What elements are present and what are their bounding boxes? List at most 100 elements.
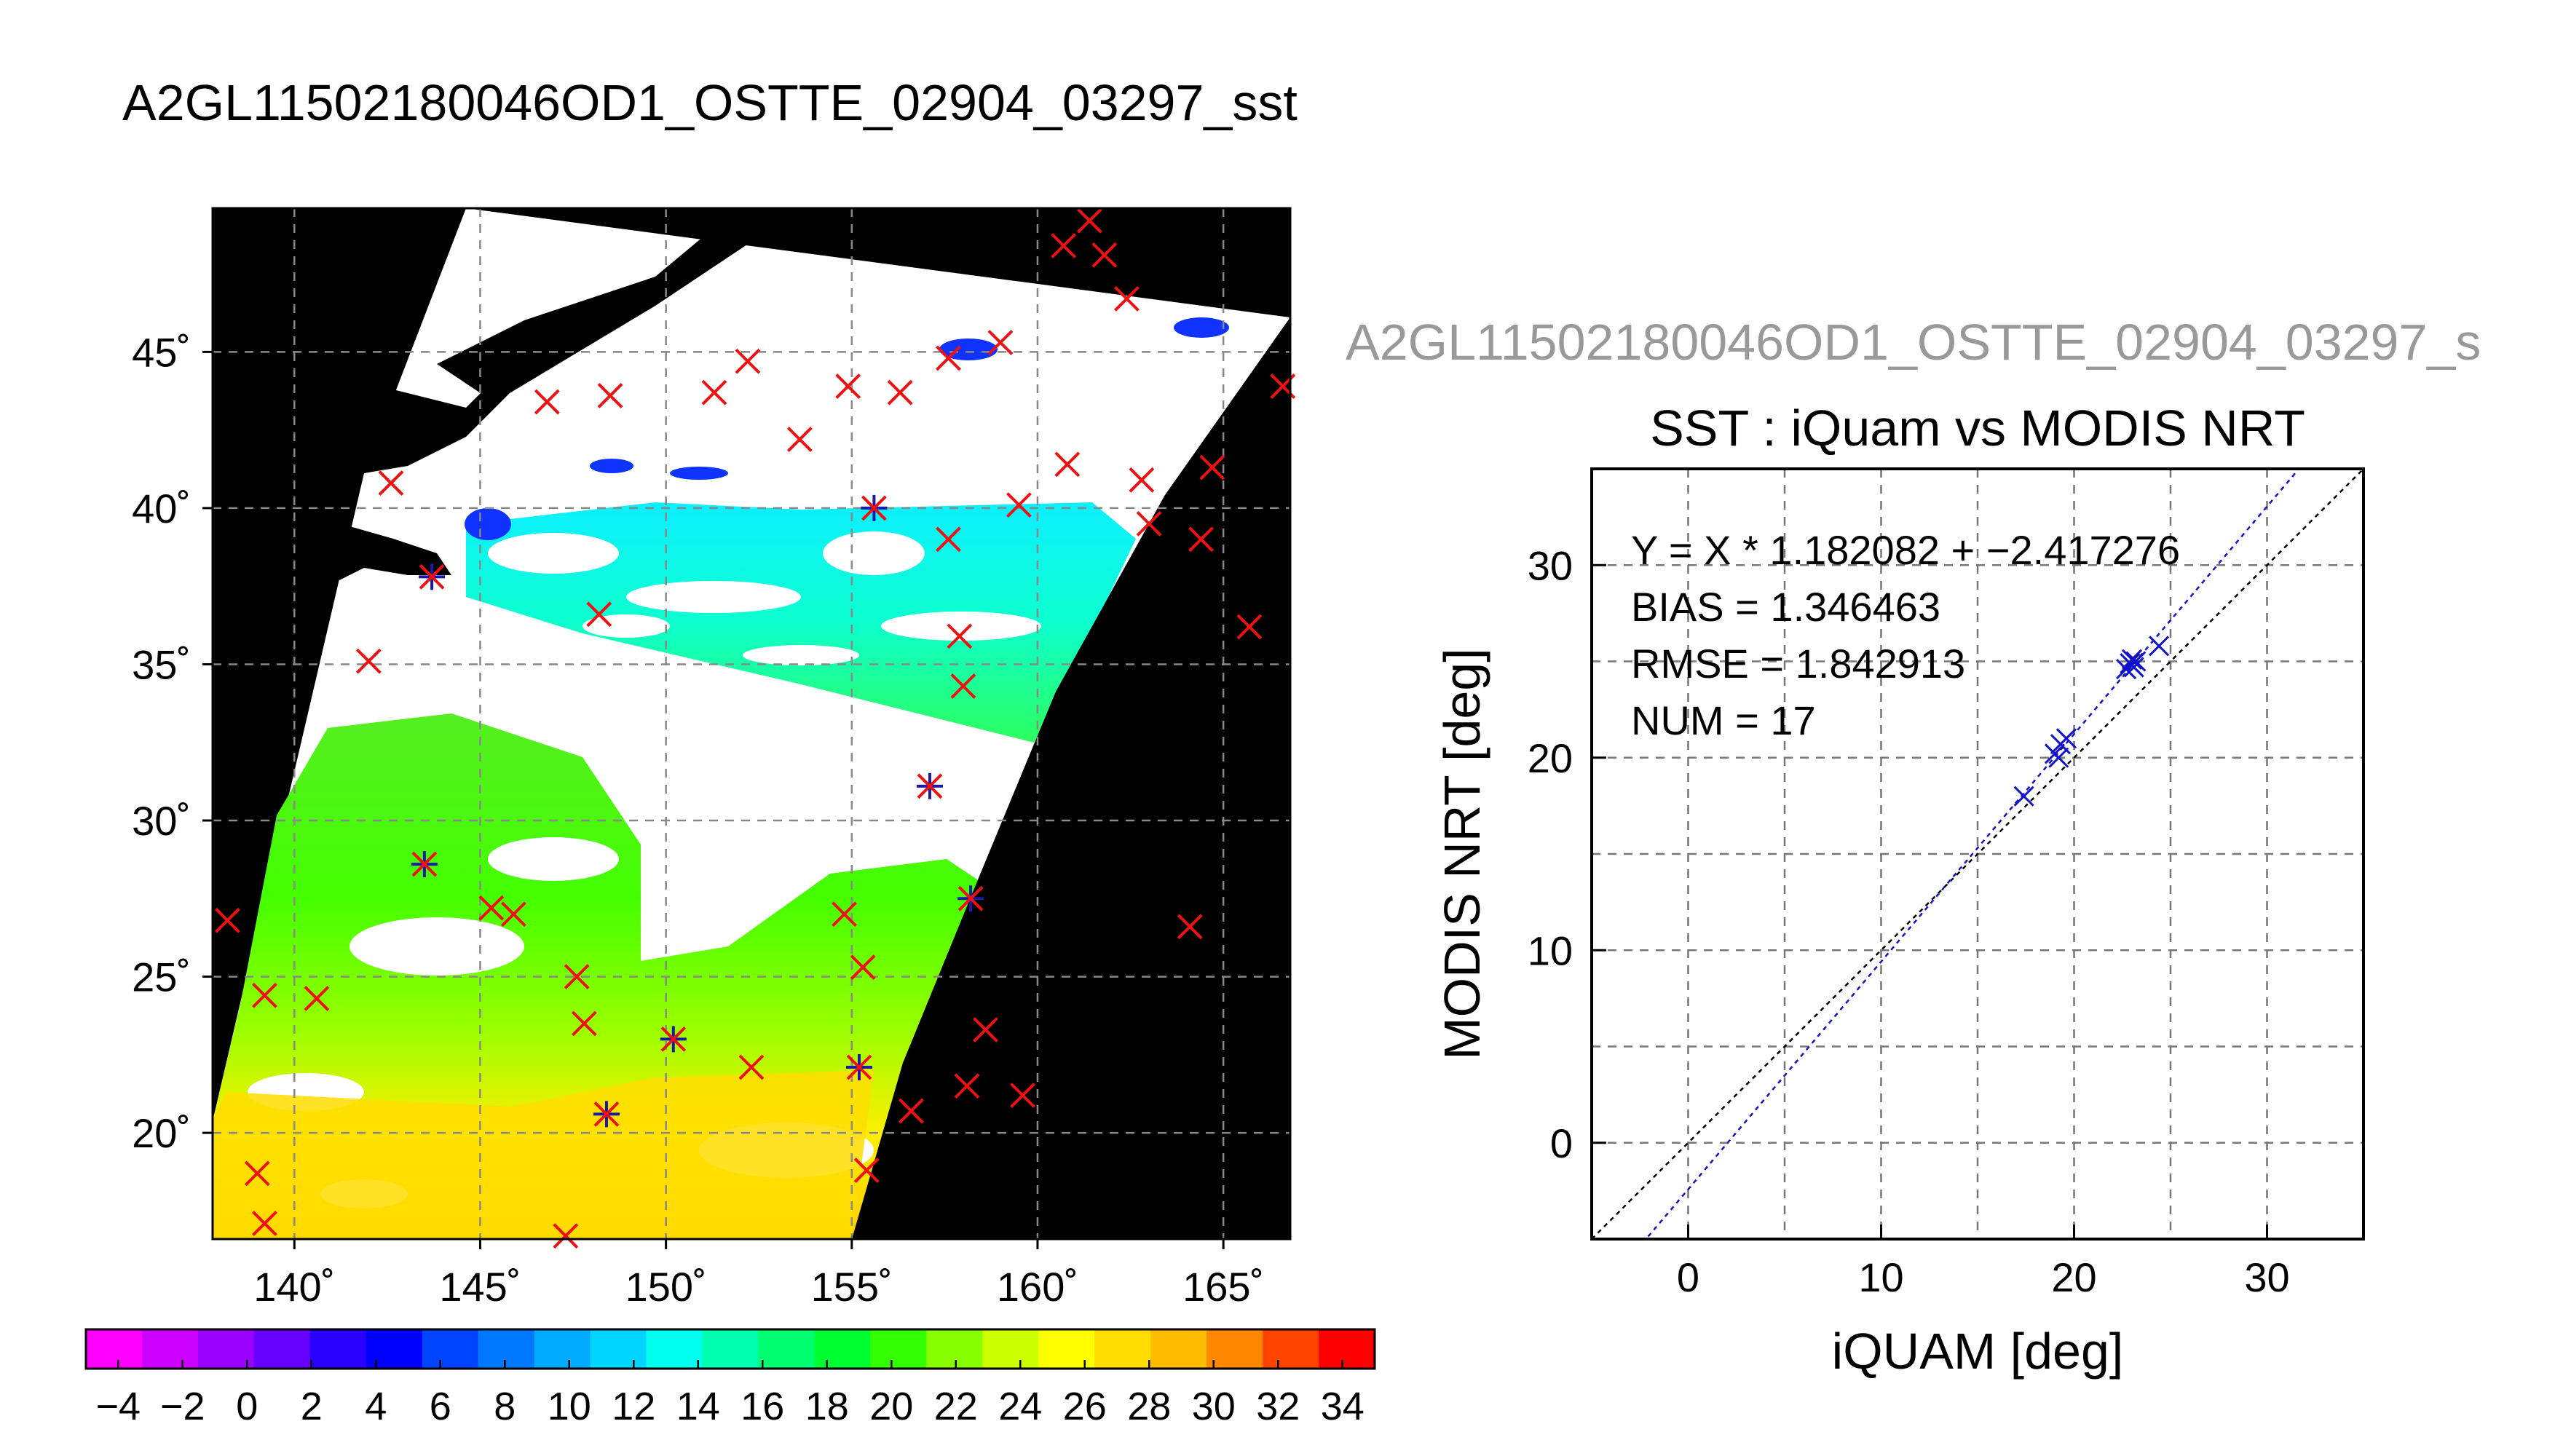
match-point-marker — [853, 1158, 880, 1184]
colorbar-segment — [1038, 1329, 1096, 1369]
match-point-marker — [887, 379, 913, 405]
colorbar-segment — [366, 1329, 423, 1369]
scatter-annotation: NUM = 17 — [1631, 697, 1816, 743]
matched-point-marker — [419, 563, 445, 590]
colorbar-tick-label: 4 — [365, 1385, 387, 1428]
scatter-y-tick-label: 20 — [1528, 735, 1573, 781]
match-point-marker — [950, 673, 976, 699]
colorbar-frame — [84, 1328, 1376, 1370]
colorbar-segment — [534, 1329, 591, 1369]
map-x-tick-label: 145˚ — [439, 1264, 521, 1310]
colorbar-segment — [982, 1329, 1040, 1369]
colorbar-segment — [646, 1329, 703, 1369]
scatter-points — [2013, 636, 2170, 807]
scatter-y-tick-label: 10 — [1528, 927, 1573, 973]
match-point-marker — [1129, 467, 1155, 493]
scatter-point — [2013, 786, 2034, 807]
scatter-point — [2149, 636, 2170, 657]
match-point-marker — [304, 986, 330, 1012]
match-point-marker — [378, 470, 404, 496]
match-point-marker — [973, 1017, 998, 1042]
colorbar-segment — [197, 1329, 255, 1369]
colorbar-tick-label: 24 — [998, 1385, 1042, 1428]
match-point-marker — [252, 982, 277, 1008]
match-point-marker — [1006, 492, 1032, 518]
match-point-marker — [252, 1211, 277, 1236]
colorbar-segment — [814, 1329, 872, 1369]
colorbar-tick-label: 0 — [236, 1385, 258, 1428]
scatter-x-tick-label: 30 — [2244, 1254, 2289, 1300]
scatter-ticks: 0 10 20 30 0 10 20 30 — [1528, 542, 2290, 1300]
match-point-marker — [1236, 614, 1263, 640]
colorbar-tick-label: 18 — [805, 1385, 849, 1428]
scatter-annotations: Y = X * 1.182082 + −2.417276 BIAS = 1.346… — [1631, 527, 2180, 743]
colorbar-segment — [926, 1329, 984, 1369]
match-point-marker — [947, 623, 973, 649]
match-point-marker — [835, 373, 861, 399]
matched-point-marker — [861, 495, 887, 521]
scatter-ylabel: MODIS NRT [deg] — [1434, 648, 1490, 1059]
match-point-marker — [954, 1073, 980, 1099]
colorbar-segment — [1094, 1329, 1151, 1369]
colorbar-segment — [590, 1329, 647, 1369]
match-point-marker — [571, 1010, 597, 1037]
colorbar-segment — [141, 1329, 199, 1369]
map-x-tick-label: 165˚ — [1182, 1264, 1264, 1310]
colorbar-segment — [309, 1329, 367, 1369]
regression-line — [1644, 469, 2300, 1239]
scatter-point — [2121, 649, 2143, 670]
map-y-tick-label: 35˚ — [132, 641, 191, 687]
colorbar — [84, 1328, 1376, 1370]
colorbar-tick-label: 8 — [494, 1385, 516, 1428]
match-point-marker — [1054, 451, 1081, 478]
colorbar-tick-label: 14 — [676, 1385, 720, 1428]
colorbar-labels: −4 −2 0 2 4 6 8 10 12 14 16 18 20 22 24 26 28 30 32 34 — [95, 1360, 1365, 1428]
colorbar-segment — [478, 1329, 535, 1369]
match-point-marker — [899, 1098, 924, 1124]
match-point-marker — [936, 345, 961, 371]
match-point-marker — [735, 348, 761, 374]
match-point-marker — [564, 964, 590, 989]
match-point-marker — [355, 648, 382, 674]
match-point-marker — [553, 1223, 579, 1249]
colorbar-tick-label: −4 — [95, 1385, 141, 1428]
map-y-tick-label: 40˚ — [132, 486, 191, 531]
colorbar-segment — [1207, 1329, 1263, 1369]
colorbar-segment — [86, 1329, 143, 1369]
scatter-point — [2115, 659, 2137, 680]
match-point-marker — [1091, 242, 1118, 268]
matched-point-marker — [660, 1026, 687, 1052]
scatter-lines — [1592, 469, 2364, 1239]
map-x-tick-label: 150˚ — [625, 1264, 707, 1310]
map-y-tick-label: 30˚ — [132, 798, 191, 844]
scatter-annotation: RMSE = 1.842913 — [1631, 641, 1965, 687]
one-to-one-line — [1592, 469, 2364, 1239]
map-y-tick-label: 45˚ — [132, 329, 191, 375]
colorbar-tick-label: 16 — [741, 1385, 784, 1428]
matched-point-marker — [593, 1101, 620, 1127]
sst-map: 140˚ 145˚ 150˚ 155˚ 160˚ 165˚ 20˚ 25˚ 30˚ 35˚ 40˚… — [132, 207, 1296, 1310]
scatter-overlay-title: A2GL11502180046OD1_OSTTE_02904_03297_s — [1346, 314, 2481, 371]
scatter-annotation: BIAS = 1.346463 — [1631, 584, 1940, 630]
map-x-ticks: 140˚ 145˚ 150˚ 155˚ 160˚ 165˚ — [253, 1239, 1264, 1310]
map-x-tick-label: 160˚ — [997, 1264, 1078, 1310]
match-point-marker — [936, 526, 961, 553]
matched-point-marker — [411, 851, 438, 877]
colorbar-segment — [870, 1329, 928, 1369]
map-y-ticks: 20˚ 25˚ 30˚ 35˚ 40˚ 45˚ — [132, 329, 213, 1156]
scatter-plot: 0 10 20 30 0 10 20 30 Y = X * 1.182082 + −2.417… — [1528, 467, 2365, 1300]
match-point-marker — [478, 895, 505, 921]
match-point-marker — [1051, 233, 1077, 258]
scatter-x-tick-label: 10 — [1858, 1254, 1903, 1300]
colorbar-segment — [1263, 1329, 1319, 1369]
colorbar-segment — [1150, 1329, 1207, 1369]
colorbar-tick-label: 34 — [1321, 1385, 1365, 1428]
match-point-marker — [1076, 207, 1102, 234]
scatter-y-tick-label: 0 — [1550, 1120, 1573, 1166]
scatter-y-tick-label: 30 — [1528, 542, 1573, 588]
match-point-marker — [832, 901, 858, 927]
matched-point-marker — [957, 885, 984, 911]
colorbar-tick-label: 12 — [612, 1385, 655, 1428]
match-point-marker — [1188, 526, 1214, 553]
